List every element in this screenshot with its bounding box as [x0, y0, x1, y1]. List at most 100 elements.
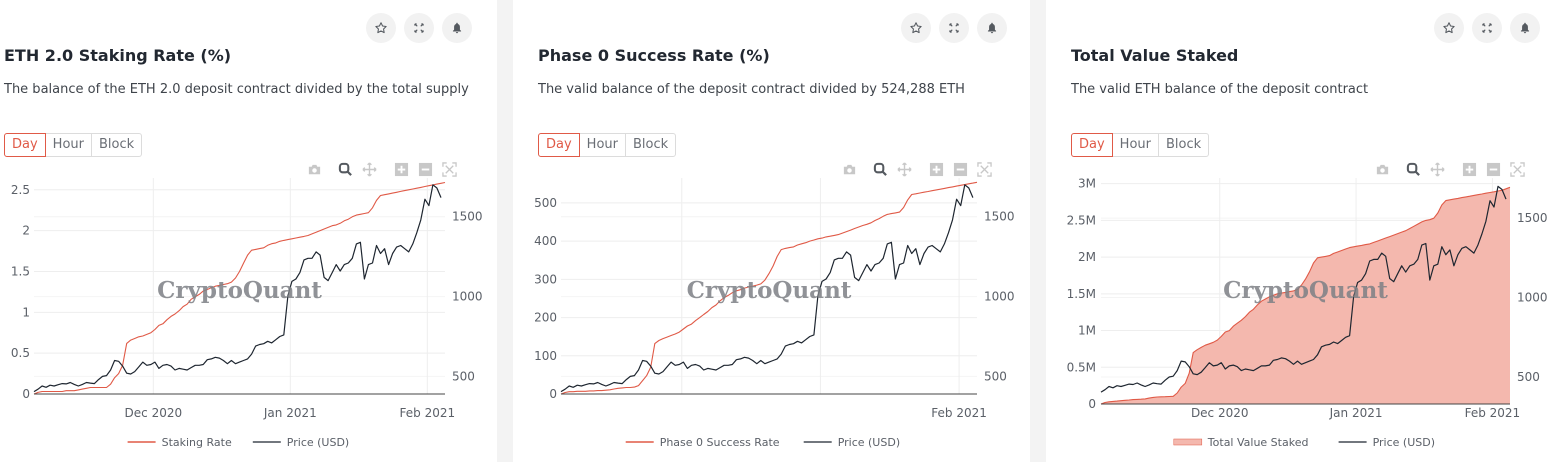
download-png-button[interactable] — [306, 161, 322, 177]
legend-swatch-area — [1173, 438, 1203, 446]
series-line-1 — [33, 184, 442, 393]
expand-icon — [414, 23, 424, 33]
zoom-out-button[interactable] — [1485, 161, 1501, 177]
interval-day-button[interactable]: Day — [1071, 133, 1113, 157]
zoom-icon — [873, 162, 887, 176]
zoom-mode-button[interactable] — [1405, 161, 1421, 177]
pan-icon — [896, 161, 912, 177]
chart-title: Total Value Staked — [1071, 46, 1239, 65]
chart-modebar — [1374, 161, 1525, 177]
legend-label: Phase 0 Success Rate — [660, 436, 780, 449]
zoom-in-button[interactable] — [928, 161, 944, 177]
camera-icon — [843, 164, 855, 174]
legend-label: Price (USD) — [287, 436, 349, 449]
fullscreen-button[interactable] — [1472, 13, 1502, 43]
zoom-in-icon — [929, 162, 943, 176]
chart-card-total-value-staked: Total Value Staked The valid ETH balance… — [1046, 0, 1562, 462]
zoom-out-button[interactable] — [417, 161, 433, 177]
interval-selector: Day Hour Block — [4, 133, 143, 157]
pan-mode-button[interactable] — [896, 161, 912, 177]
y-tick-label: 0.5M — [1067, 360, 1096, 374]
fullscreen-button[interactable] — [404, 13, 434, 43]
y-tick-label: 1.5 — [11, 264, 30, 278]
bell-icon — [1520, 22, 1530, 34]
legend-label: Price (USD) — [1373, 436, 1435, 449]
series-line-0 — [560, 181, 978, 395]
y-tick-label: 3M — [1078, 177, 1096, 191]
y-tick-label: 0 — [22, 387, 30, 401]
chart-card-phase0-success-rate: Phase 0 Success Rate (%) The valid balan… — [513, 0, 1030, 462]
chart[interactable]: CryptoQuant 0 100 200 300 400 500 500 1000 1500 Fe… — [513, 170, 1030, 462]
y-tick-label: 200 — [534, 311, 557, 325]
interval-day-button[interactable]: Day — [538, 133, 580, 157]
pan-mode-button[interactable] — [361, 161, 377, 177]
interval-selector: Day Hour Block — [1071, 133, 1210, 157]
y-tick-label: 400 — [534, 234, 557, 248]
camera-icon — [1376, 164, 1388, 174]
chart[interactable]: CryptoQuant 0 0.5 1 1.5 2 2.5 500 1000 1500 Dec 20… — [0, 170, 497, 462]
chart-description: The balance of the ETH 2.0 deposit contr… — [4, 82, 469, 97]
series-line-1 — [1100, 185, 1507, 393]
legend-label: Staking Rate — [162, 436, 232, 449]
favorite-button[interactable] — [901, 13, 931, 43]
y2-tick-label: 500 — [1517, 370, 1540, 384]
favorite-button[interactable] — [1434, 13, 1464, 43]
zoom-in-button[interactable] — [1461, 161, 1477, 177]
interval-hour-button[interactable]: Hour — [578, 133, 626, 157]
autoscale-button[interactable] — [976, 161, 992, 177]
y2-tick-label: 500 — [984, 369, 1007, 383]
autoscale-button[interactable] — [441, 161, 457, 177]
chart-modebar — [306, 161, 457, 177]
download-png-button[interactable] — [841, 161, 857, 177]
legend-label: Total Value Staked — [1207, 436, 1309, 449]
autoscale-button[interactable] — [1509, 161, 1525, 177]
interval-hour-button[interactable]: Hour — [1111, 133, 1159, 157]
y-tick-label: 300 — [534, 272, 557, 286]
zoom-mode-button[interactable] — [337, 161, 353, 177]
pan-mode-button[interactable] — [1429, 161, 1445, 177]
alert-button[interactable] — [977, 13, 1007, 43]
y-tick-label: 1 — [22, 305, 30, 319]
chart-description: The valid balance of the deposit contrac… — [538, 82, 965, 97]
bell-icon — [452, 22, 462, 34]
y2-tick-label: 1000 — [1517, 291, 1548, 305]
watermark: CryptoQuant — [687, 277, 852, 304]
zoom-mode-button[interactable] — [872, 161, 888, 177]
zoom-out-icon — [953, 162, 967, 176]
y-tick-label: 1.5M — [1067, 287, 1096, 301]
y-tick-label: 0 — [1088, 397, 1096, 411]
card-actions — [366, 13, 472, 43]
pan-icon — [361, 161, 377, 177]
download-png-button[interactable] — [1374, 161, 1390, 177]
favorite-button[interactable] — [366, 13, 396, 43]
interval-day-button[interactable]: Day — [4, 133, 46, 157]
expand-icon — [1482, 23, 1492, 33]
x-tick-label: Jan 2021 — [263, 406, 317, 420]
pan-icon — [1429, 161, 1445, 177]
camera-icon — [308, 164, 320, 174]
y2-tick-label: 1500 — [1517, 211, 1548, 225]
y2-tick-label: 1000 — [452, 290, 483, 304]
zoom-out-button[interactable] — [952, 161, 968, 177]
chart-title: ETH 2.0 Staking Rate (%) — [4, 46, 232, 65]
chart-title: Phase 0 Success Rate (%) — [538, 46, 770, 65]
star-icon — [910, 22, 922, 34]
y2-tick-label: 1000 — [984, 290, 1015, 304]
zoom-in-button[interactable] — [393, 161, 409, 177]
legend-label: Price (USD) — [838, 436, 900, 449]
y-tick-label: 2.5 — [11, 183, 30, 197]
y-tick-label: 2 — [22, 224, 30, 238]
interval-block-button[interactable]: Block — [1158, 133, 1210, 157]
interval-hour-button[interactable]: Hour — [44, 133, 92, 157]
alert-button[interactable] — [442, 13, 472, 43]
star-icon — [1443, 22, 1455, 34]
interval-block-button[interactable]: Block — [91, 133, 143, 157]
x-tick-label: Jan 2021 — [1329, 406, 1383, 420]
chart[interactable]: CryptoQuant 0 0.5M 1M 1.5M 2M 2.5M 3M 500 1000 150… — [1046, 170, 1562, 462]
zoom-in-icon — [394, 162, 408, 176]
alert-button[interactable] — [1510, 13, 1540, 43]
x-tick-label: Dec 2020 — [1191, 406, 1249, 420]
fullscreen-button[interactable] — [939, 13, 969, 43]
y-tick-label: 2M — [1078, 250, 1096, 264]
interval-block-button[interactable]: Block — [625, 133, 677, 157]
